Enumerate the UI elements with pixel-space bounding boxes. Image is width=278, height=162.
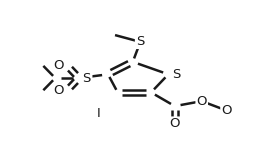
Text: I: I <box>96 107 101 120</box>
Text: S: S <box>135 35 145 48</box>
Text: O: O <box>197 95 207 108</box>
Text: I: I <box>96 107 100 120</box>
Text: O: O <box>170 117 180 130</box>
Text: S: S <box>82 72 92 85</box>
Text: O: O <box>169 117 180 130</box>
Text: O: O <box>53 59 64 72</box>
Text: S: S <box>82 72 91 85</box>
Text: O: O <box>221 104 232 117</box>
Text: S: S <box>172 68 182 81</box>
Text: O: O <box>53 84 64 97</box>
Text: O: O <box>221 104 232 117</box>
Text: O: O <box>53 84 64 97</box>
Text: O: O <box>53 59 64 72</box>
Text: S: S <box>136 35 145 48</box>
Text: S: S <box>172 68 181 81</box>
Text: O: O <box>196 95 207 108</box>
